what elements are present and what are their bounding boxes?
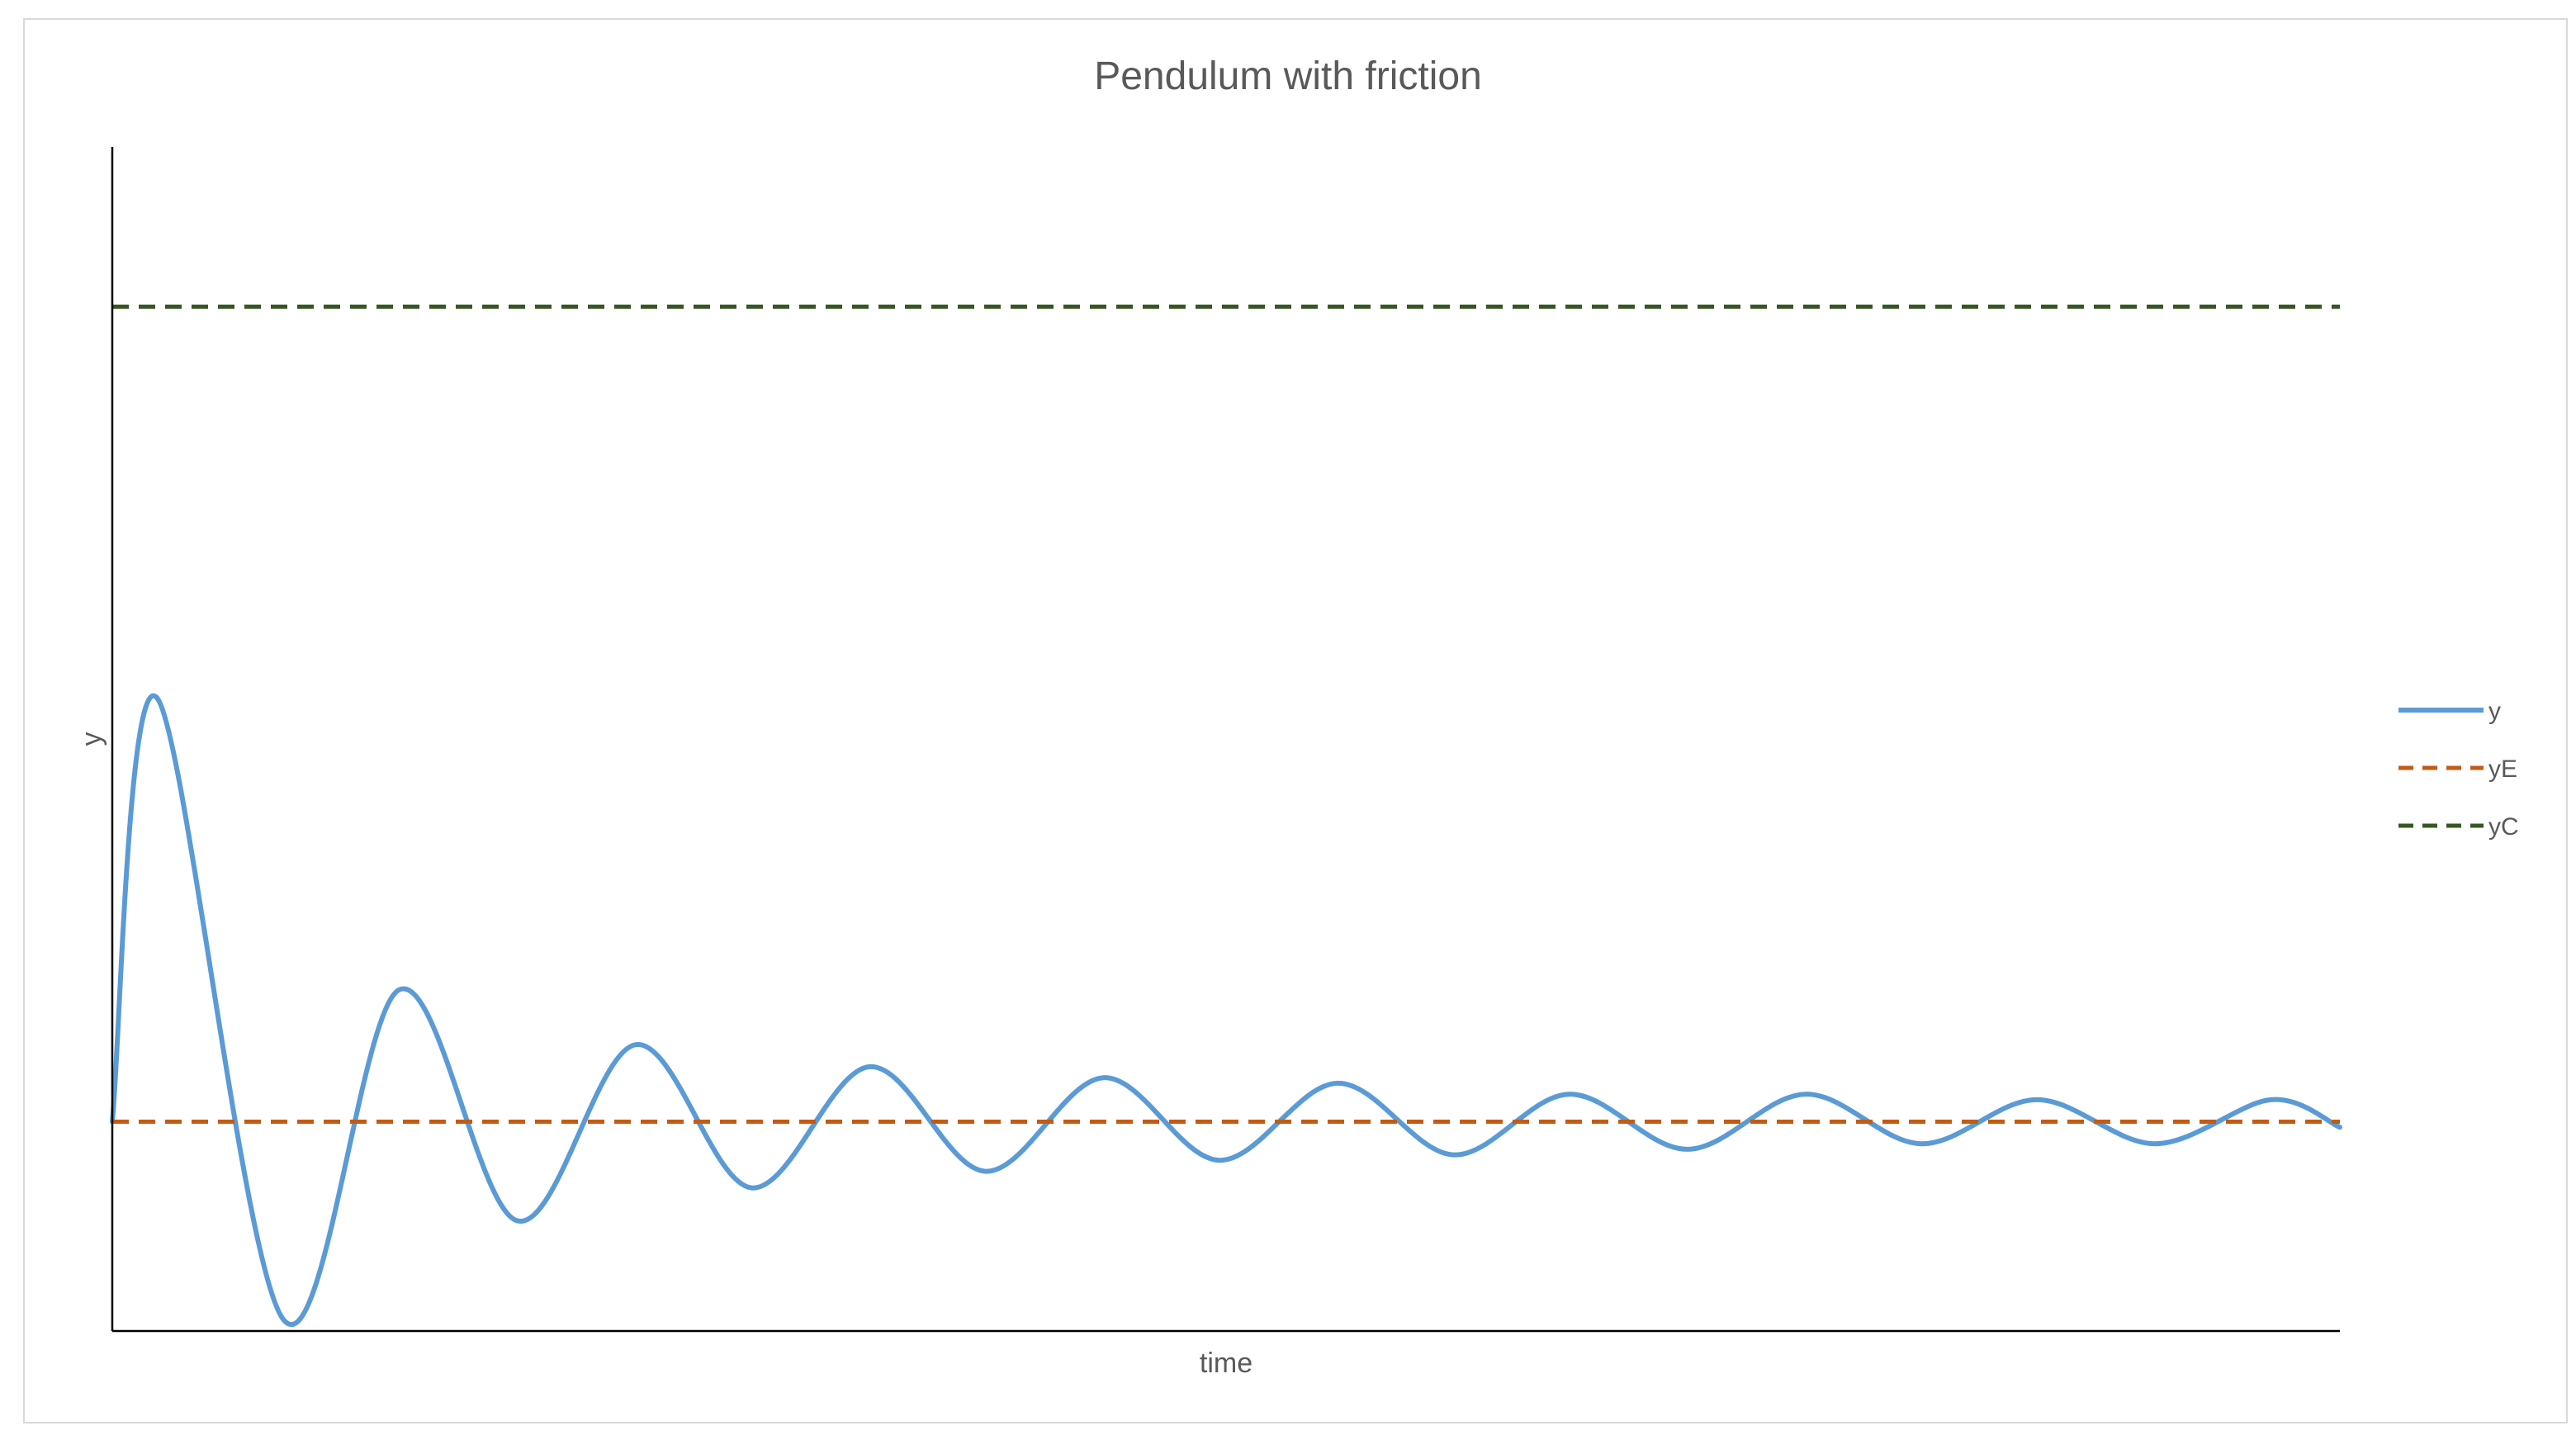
legend: y yE yC — [2398, 698, 2519, 841]
legend-label-yE: yE — [2488, 756, 2517, 783]
legend-label-yC: yC — [2488, 813, 2519, 841]
legend-item-y: y — [2398, 698, 2501, 725]
legend-item-yE: yE — [2398, 756, 2517, 783]
x-axis-label: time — [1200, 1348, 1252, 1379]
plot-layer — [110, 304, 2342, 1327]
legend-label-y: y — [2488, 698, 2501, 725]
chart-title: Pendulum with friction — [1094, 54, 1482, 98]
legend-item-yC: yC — [2398, 813, 2519, 841]
chart-area — [23, 18, 2568, 1423]
series-line-y — [110, 693, 2342, 1327]
y-axis-label: y — [76, 732, 107, 746]
